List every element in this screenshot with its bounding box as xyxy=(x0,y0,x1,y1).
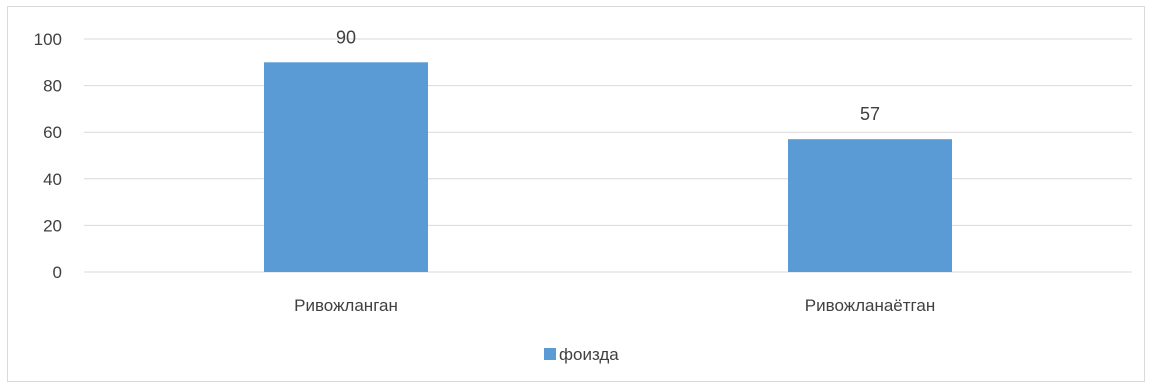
category-label-1: Ривожланган xyxy=(294,296,398,315)
data-label-1: 90 xyxy=(336,27,356,47)
y-tick-label: 60 xyxy=(43,123,62,142)
legend-swatch xyxy=(544,348,556,360)
y-tick-label: 100 xyxy=(34,30,62,49)
chart-frame xyxy=(7,6,1145,382)
y-tick-label: 40 xyxy=(43,170,62,189)
category-label-2: Ривожланаётган xyxy=(805,296,935,315)
legend: фоизда xyxy=(544,345,619,364)
y-tick-label: 80 xyxy=(43,77,62,96)
bar-1 xyxy=(263,62,429,272)
bars xyxy=(263,62,953,272)
legend-label: фоизда xyxy=(559,345,619,364)
x-axis-categories: Ривожланган Ривожланаётган xyxy=(294,296,935,315)
y-tick-label: 20 xyxy=(43,216,62,235)
y-tick-label: 0 xyxy=(53,263,62,282)
y-axis-ticks: 0 20 40 60 80 100 xyxy=(34,30,62,282)
bar-2 xyxy=(787,139,953,272)
data-label-2: 57 xyxy=(860,104,880,124)
grid-lines xyxy=(84,38,1132,273)
data-labels: 90 57 xyxy=(336,27,880,124)
